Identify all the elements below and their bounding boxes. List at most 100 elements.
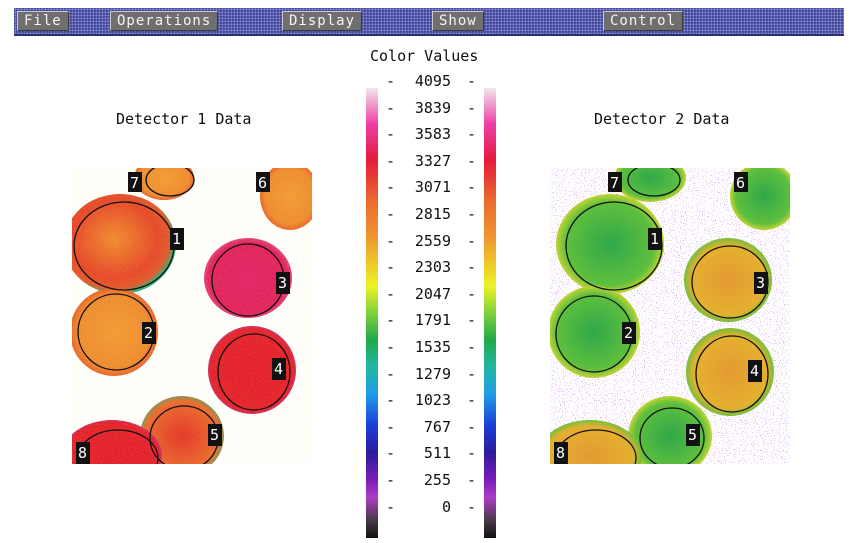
tick-value: 2559	[414, 231, 451, 250]
color-scale-tick: -3071-	[382, 178, 478, 196]
detector2-label: 6	[736, 174, 745, 192]
tick-dash-left: -	[386, 151, 396, 170]
detector1-label: 4	[274, 360, 283, 378]
detector1-image[interactable]: 7 6 1 3 2 4 5 8	[72, 168, 312, 464]
tick-dash-left: -	[386, 258, 396, 277]
tick-dash-right: -	[466, 125, 476, 144]
color-scale-tick: -2303-	[382, 258, 478, 276]
tick-dash-right: -	[466, 497, 476, 516]
color-scale-tick: -1023-	[382, 391, 478, 409]
color-scale-tick: -0-	[382, 498, 478, 516]
detector1-label: 2	[144, 324, 153, 342]
tick-dash-right: -	[466, 284, 476, 303]
color-scale-tick: -511-	[382, 444, 478, 462]
tick-dash-left: -	[386, 417, 396, 436]
color-scale-bar-left	[366, 88, 378, 538]
detector2-label: 2	[624, 324, 633, 342]
detector1-label: 8	[78, 444, 87, 462]
detector2-label: 5	[688, 426, 697, 444]
detector1-label: 5	[210, 426, 219, 444]
menu-bar: File Operations Display Show Control	[14, 8, 844, 36]
tick-dash-right: -	[466, 231, 476, 250]
tick-dash-right: -	[466, 178, 476, 197]
tick-value: 2815	[414, 205, 451, 223]
tick-dash-right: -	[466, 311, 476, 330]
tick-dash-left: -	[386, 98, 396, 117]
detector1-label: 6	[258, 174, 267, 192]
detector2-label: 1	[650, 230, 659, 248]
menu-file[interactable]: File	[17, 11, 69, 31]
menu-display[interactable]: Display	[282, 11, 363, 31]
detector1-label: 1	[172, 230, 181, 248]
tick-dash-right: -	[466, 391, 476, 410]
tick-value: 767	[423, 417, 451, 436]
tick-value: 3583	[414, 125, 451, 144]
color-scale-tick: -1279-	[382, 365, 478, 383]
detector2-label: 7	[610, 174, 619, 192]
detector2-title: Detector 2 Data	[594, 110, 730, 128]
tick-dash-left: -	[386, 497, 396, 516]
tick-dash-left: -	[386, 364, 396, 383]
detector1-roi-labels: 7 6 1 3 2 4 5 8	[76, 172, 290, 464]
tick-dash-left: -	[386, 471, 396, 489]
color-scale-tick: -3583-	[382, 125, 478, 143]
tick-dash-left: -	[386, 178, 396, 197]
tick-dash-right: -	[466, 98, 476, 117]
color-scale-tick: -1791-	[382, 311, 478, 329]
tick-dash-left: -	[386, 311, 396, 330]
tick-dash-left: -	[386, 391, 396, 410]
color-scale-tick: -1535-	[382, 338, 478, 356]
tick-value: 4095	[414, 72, 451, 90]
tick-dash-left: -	[386, 338, 396, 356]
tick-value: 0	[441, 497, 451, 516]
tick-dash-left: -	[386, 205, 396, 223]
tick-dash-left: -	[386, 72, 396, 90]
tick-dash-left: -	[386, 284, 396, 303]
menu-control[interactable]: Control	[603, 11, 684, 31]
color-scale-tick: -2047-	[382, 285, 478, 303]
detector2-label: 8	[556, 444, 565, 462]
detector1-blobs	[72, 168, 312, 464]
color-scale-tick: -3839-	[382, 99, 478, 117]
tick-dash-right: -	[466, 417, 476, 436]
tick-dash-right: -	[466, 205, 476, 223]
color-scale-bar-right	[484, 88, 496, 538]
color-scale-title: Color Values	[370, 47, 479, 65]
tick-value: 3071	[414, 178, 451, 197]
tick-dash-right: -	[466, 364, 476, 383]
tick-value: 1791	[414, 311, 451, 330]
tick-dash-right: -	[466, 444, 476, 463]
tick-dash-right: -	[466, 151, 476, 170]
tick-dash-left: -	[386, 444, 396, 463]
menu-operations[interactable]: Operations	[110, 11, 219, 31]
detector2-image[interactable]: 7 6 1 3 2 4 5 8	[550, 168, 790, 464]
tick-value: 3327	[414, 151, 451, 170]
detector1-title: Detector 1 Data	[116, 110, 252, 128]
tick-dash-left: -	[386, 231, 396, 250]
tick-value: 2047	[414, 284, 451, 303]
tick-value: 1279	[414, 364, 451, 383]
detector2-label: 3	[756, 274, 765, 292]
tick-dash-right: -	[466, 338, 476, 356]
tick-value: 2303	[414, 258, 451, 277]
color-scale-tick: -255-	[382, 471, 478, 489]
menu-show[interactable]: Show	[432, 11, 484, 31]
color-scale-tick: -767-	[382, 418, 478, 436]
tick-value: 3839	[414, 98, 451, 117]
color-scale-tick: -3327-	[382, 152, 478, 170]
color-scale-tick: -2559-	[382, 232, 478, 250]
detector2-label: 4	[750, 362, 759, 380]
detector1-label: 3	[278, 274, 287, 292]
tick-dash-right: -	[466, 72, 476, 90]
tick-value: 255	[423, 471, 451, 489]
tick-dash-left: -	[386, 125, 396, 144]
detector1-label: 7	[130, 174, 139, 192]
detector2-roi-labels: 7 6 1 3 2 4 5 8	[554, 172, 768, 464]
color-scale-tick: -4095-	[382, 72, 478, 90]
tick-value: 1023	[414, 391, 451, 410]
tick-value: 511	[423, 444, 451, 463]
tick-value: 1535	[414, 338, 451, 356]
color-scale-tick: -2815-	[382, 205, 478, 223]
tick-dash-right: -	[466, 471, 476, 489]
tick-dash-right: -	[466, 258, 476, 277]
